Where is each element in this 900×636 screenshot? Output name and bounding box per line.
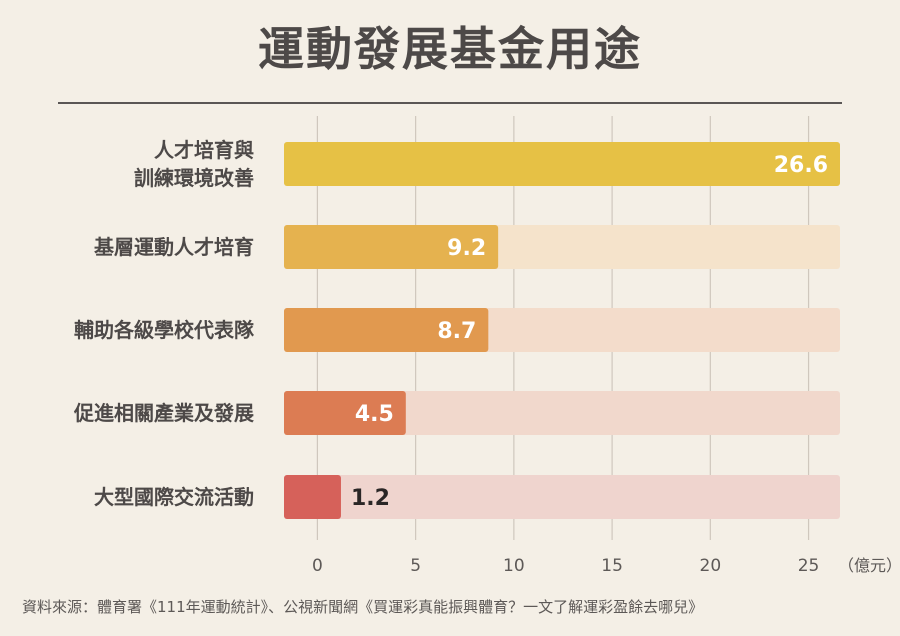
source-note: 資料來源：體育署《111年運動統計》、公視新聞網《買運彩真能振興體育？一文了解運… — [22, 598, 704, 616]
chart-title: 運動發展基金用途 — [258, 22, 642, 76]
data-label: 9.2 — [447, 236, 486, 261]
data-label: 8.7 — [437, 319, 476, 344]
x-tick-label: 25 — [798, 556, 820, 576]
bar — [284, 308, 489, 352]
bar — [284, 391, 406, 435]
data-label: 1.2 — [351, 486, 390, 511]
x-tick-label: 15 — [601, 556, 623, 576]
bar — [284, 142, 840, 186]
data-label: 26.6 — [774, 153, 828, 178]
x-tick-label: 20 — [700, 556, 722, 576]
category-label: 人才培育與訓練環境改善 — [134, 138, 254, 190]
bar-track — [284, 475, 840, 519]
x-tick-label: 10 — [503, 556, 525, 576]
category-label: 大型國際交流活動 — [94, 485, 254, 509]
bar — [284, 475, 341, 519]
x-axis-unit: （億元） — [838, 556, 900, 575]
x-tick-label: 0 — [312, 556, 323, 576]
category-label: 促進相關產業及發展 — [73, 401, 254, 425]
x-tick-label: 5 — [410, 556, 421, 576]
title-divider — [58, 102, 842, 104]
data-label: 4.5 — [355, 402, 394, 427]
category-label: 輔助各級學校代表隊 — [74, 318, 255, 342]
bar — [284, 225, 499, 269]
bar-track — [284, 391, 840, 435]
category-label: 基層運動人才培育 — [94, 235, 254, 259]
